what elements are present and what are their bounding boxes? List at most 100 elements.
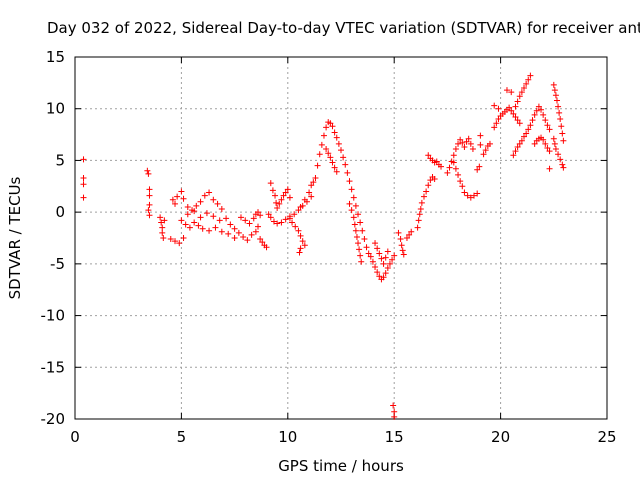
data-point [495,105,502,112]
data-point [538,106,545,113]
data-point [159,224,166,231]
data-point [464,192,471,199]
data-point [512,148,519,155]
data-point [463,138,470,145]
data-point [178,188,185,195]
data-point [218,206,225,213]
data-point [359,227,366,234]
data-point [159,229,166,236]
data-point [146,192,153,199]
y-tick-label: -15 [41,358,66,376]
data-point [533,107,540,114]
data-point [391,408,398,415]
data-point [201,192,208,199]
data-point [297,232,304,239]
data-point [350,194,357,201]
data-point [382,254,389,261]
y-tick-label: 5 [55,151,65,169]
data-point [491,102,498,109]
data-point [512,103,519,110]
data-point [516,140,523,147]
data-point [542,117,549,124]
data-point [399,247,406,254]
data-point [450,159,457,166]
data-point [380,274,387,281]
data-point [514,143,521,150]
data-point [184,203,191,210]
data-point [559,130,566,137]
data-point [510,110,517,117]
data-point [191,208,198,215]
data-point [408,228,415,235]
data-point [169,196,176,203]
x-tick-label: 20 [491,428,510,446]
data-point [257,236,264,243]
data-point [257,212,264,219]
data-point [174,193,181,200]
data-point [450,152,457,159]
data-point [452,146,459,153]
data-point [172,238,179,245]
data-point [397,236,404,243]
data-point [552,92,559,99]
data-point [235,229,242,236]
data-point [386,260,393,267]
data-point [427,177,434,184]
data-point [455,171,462,178]
data-point [431,176,438,183]
data-point [340,154,347,161]
data-point [314,162,321,169]
data-point [356,246,363,253]
data-point [357,252,364,259]
data-point [415,217,422,224]
data-point [244,237,251,244]
data-point [178,217,185,224]
data-point [331,164,338,171]
x-tick-label: 15 [385,428,404,446]
data-point [482,147,489,154]
data-point [284,186,291,193]
data-point [270,218,277,225]
data-point [551,87,558,94]
data-point [195,222,202,229]
data-point [521,85,528,92]
data-point [382,270,389,277]
data-point [471,192,477,199]
data-point [218,228,225,235]
data-point [255,223,262,230]
y-tick-label: -5 [50,255,65,273]
data-point [242,217,249,224]
data-point [374,245,381,252]
data-point [553,97,560,104]
data-point [372,240,379,247]
x-tick-label: 0 [70,428,80,446]
data-point [352,227,359,234]
data-point [145,207,152,214]
y-tick-label: 15 [46,48,65,66]
data-point [265,211,272,218]
data-point [308,193,315,200]
data-point [477,141,484,148]
data-point [544,122,551,129]
x-tick-label: 5 [177,428,187,446]
data-point [157,214,164,221]
data-point [292,223,299,230]
data-point [327,120,334,127]
data-point [380,260,387,267]
data-point [444,169,451,176]
data-point [529,117,536,124]
data-point [518,89,525,96]
data-point [416,211,423,218]
data-point [391,413,398,420]
data-point [376,273,383,280]
data-point [223,215,230,222]
data-point [197,214,204,221]
data-point [353,233,360,240]
data-point [369,258,376,265]
data-point [550,81,557,88]
data-point [461,143,468,150]
data-point [357,219,364,226]
data-point [516,120,523,127]
data-point [417,206,424,213]
